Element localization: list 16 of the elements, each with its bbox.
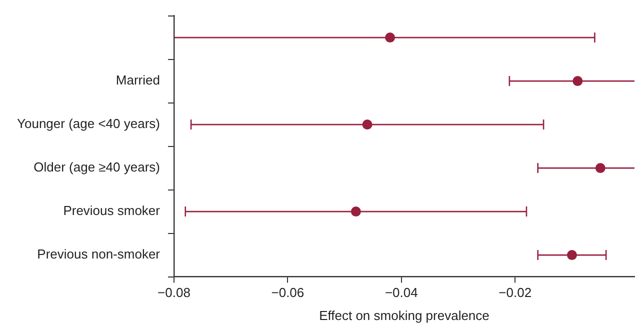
point — [566, 250, 577, 260]
point — [385, 32, 396, 43]
point — [362, 120, 372, 130]
x-tick-label: −0.06 — [271, 285, 304, 300]
x-axis-title: Effect on smoking prevalence — [319, 308, 490, 323]
point — [595, 163, 606, 174]
point — [350, 206, 361, 217]
x-tick-label: −0.04 — [384, 285, 418, 300]
y-tick-label: Married — [116, 72, 160, 88]
y-tick-label: Previous smoker — [63, 203, 161, 218]
y-tick-label: Previous non-smoker — [37, 246, 161, 262]
y-tick-label: Older (age ≥40 years) — [34, 160, 160, 175]
y-tick-label: Younger (age <40 years) — [17, 116, 160, 132]
x-tick-label: −0.08 — [158, 285, 190, 300]
x-tick-label: −0.02 — [498, 285, 532, 300]
point — [572, 76, 583, 86]
